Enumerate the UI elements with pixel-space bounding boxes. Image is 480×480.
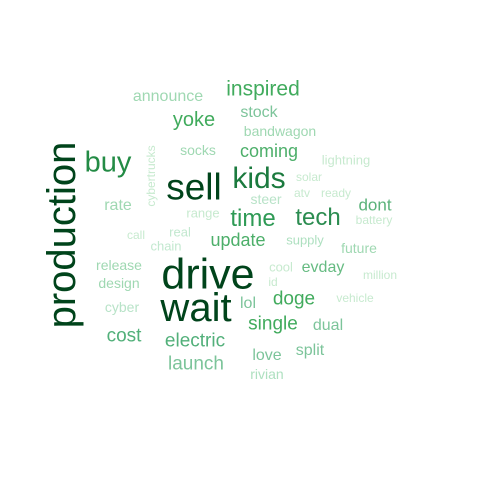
word-bandwagon: bandwagon [243, 123, 317, 139]
word-drive: drive [161, 250, 255, 299]
word-coming: coming [239, 141, 299, 161]
word-wait: wait [160, 286, 232, 330]
word-supply: supply [286, 232, 324, 248]
word-dont: dont [358, 195, 392, 215]
word-socks: socks [180, 142, 216, 158]
word-cyber: cyber [104, 299, 140, 315]
word-love: love [252, 347, 282, 364]
word-sell: sell [166, 166, 222, 208]
word-cybertrucks: cybertrucks [144, 145, 158, 207]
word-electric: electric [164, 330, 226, 352]
word-ready: ready [320, 186, 352, 200]
word-steer: steer [250, 191, 282, 207]
word-release: release [96, 257, 142, 273]
word-time: time [230, 205, 276, 232]
word-chain: chain [150, 238, 182, 254]
word-cool: cool [269, 259, 293, 275]
word-solar: solar [295, 170, 323, 184]
word-tech: tech [295, 204, 341, 231]
word-announce: announce [132, 88, 204, 105]
word-evday: evday [301, 259, 345, 276]
word-id: id [268, 275, 278, 289]
word-atv: atv [293, 186, 311, 200]
word-update: update [210, 230, 266, 250]
word-range: range [186, 205, 220, 221]
word-lightning: lightning [321, 152, 371, 168]
word-future: future [341, 240, 377, 256]
word-stock: stock [240, 104, 278, 121]
word-dual: dual [312, 317, 344, 334]
word-inspired: inspired [226, 77, 300, 101]
word-battery: battery [355, 213, 393, 227]
word-rivian: rivian [250, 366, 284, 382]
word-rate: rate [104, 197, 132, 214]
word-single: single [248, 313, 298, 335]
word-lol: lol [239, 295, 257, 312]
word-split: split [295, 342, 325, 359]
word-yoke: yoke [172, 109, 216, 131]
word-real: real [169, 224, 191, 240]
word-production: production [40, 141, 84, 329]
word-launch: launch [168, 353, 224, 375]
word-kids: kids [232, 162, 286, 195]
word-cost: cost [106, 325, 142, 347]
word-vehicle: vehicle [336, 291, 374, 305]
word-doge: doge [272, 288, 316, 310]
word-million: million [362, 268, 398, 282]
word-buy: buy [84, 146, 132, 179]
word-design: design [98, 275, 140, 291]
word-call: call [126, 228, 146, 242]
